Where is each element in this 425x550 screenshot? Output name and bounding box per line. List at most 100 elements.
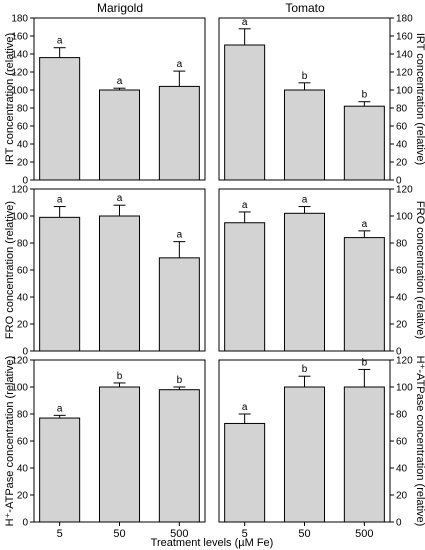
panel-6: 0 20 40 60 80 100 120 H⁺-ATPase concentration (…: [218, 356, 425, 540]
y-tick-label: 40: [396, 293, 408, 304]
y-axis-label: H⁺-ATPase concentration (relative): [4, 356, 16, 527]
y-tick-label: 20: [17, 320, 29, 331]
x-tick-label: 500: [170, 528, 188, 540]
column-title-tomato: Tomato: [285, 1, 325, 15]
bar: [343, 386, 385, 523]
y-tick-label: 80: [17, 410, 29, 421]
y-tick-label: 60: [396, 122, 408, 133]
y-tick-label: 160: [396, 32, 413, 43]
bar: [158, 257, 200, 352]
y-tick-label: 60: [17, 437, 29, 448]
y-tick-label: 60: [396, 266, 408, 277]
y-tick-label: 60: [396, 437, 408, 448]
significance-letter: a: [242, 402, 248, 413]
bar: [284, 212, 325, 352]
y-tick-label: 60: [17, 122, 29, 133]
y-axis-label: IRT concentration (relative): [414, 33, 425, 165]
y-tick-label: 120: [396, 356, 413, 367]
x-tick-label: 500: [355, 528, 373, 540]
y-tick-label: 80: [396, 410, 408, 421]
y-tick-label: 0: [22, 518, 28, 529]
bar: [99, 89, 140, 181]
y-tick-label: 40: [17, 464, 29, 475]
y-tick-label: 140: [396, 50, 413, 61]
y-tick-label: 0: [22, 347, 28, 358]
significance-letter: b: [362, 357, 368, 368]
x-tick-label: 5: [57, 528, 63, 540]
bar: [343, 105, 385, 181]
y-axis-label: H⁺-ATPase concentration (relative): [414, 356, 425, 527]
y-tick-label: 100: [396, 212, 413, 223]
bar: [99, 215, 140, 352]
y-tick-label: 20: [396, 320, 408, 331]
y-tick-label: 0: [22, 176, 28, 187]
y-tick-label: 20: [17, 158, 29, 169]
panel-1: 0 20 40 60 80 100 120 140 160 180 IRT concentratio…: [4, 14, 206, 187]
significance-letter: a: [242, 17, 248, 28]
y-tick-label: 180: [11, 14, 28, 25]
bar: [224, 44, 266, 181]
significance-letter: a: [302, 195, 308, 206]
bar: [284, 386, 325, 523]
y-tick-label: 160: [11, 32, 28, 43]
y-tick-label: 120: [11, 185, 28, 196]
y-tick-label: 60: [17, 266, 29, 277]
y-tick-label: 100: [396, 383, 413, 394]
y-tick-label: 80: [396, 104, 408, 115]
y-tick-label: 100: [396, 86, 413, 97]
significance-letter: a: [177, 59, 183, 70]
column-title-marigold: Marigold: [97, 1, 143, 15]
y-tick-label: 40: [396, 464, 408, 475]
significance-letter: a: [57, 403, 63, 414]
y-tick-label: 0: [396, 518, 402, 529]
significance-letter: a: [177, 230, 183, 241]
panel-3: 0 20 40 60 80 100 120 FRO concentration (relati…: [4, 185, 206, 358]
significance-letter: b: [302, 71, 308, 82]
bar: [343, 237, 385, 352]
significance-letter: b: [117, 371, 123, 382]
y-tick-label: 20: [396, 491, 408, 502]
y-tick-label: 140: [11, 50, 28, 61]
significance-letter: a: [362, 219, 368, 230]
y-tick-label: 40: [17, 293, 29, 304]
bar: [39, 57, 81, 181]
bar: [224, 422, 266, 523]
significance-letter: a: [242, 200, 248, 211]
y-tick-label: 100: [11, 86, 28, 97]
bar: [284, 89, 325, 181]
y-tick-label: 20: [396, 158, 408, 169]
y-tick-label: 0: [396, 347, 402, 358]
y-tick-label: 40: [396, 140, 408, 151]
bar: [99, 386, 140, 523]
bar: [39, 216, 81, 352]
y-tick-label: 180: [396, 14, 413, 25]
bar: [158, 85, 200, 181]
x-tick-label: 5: [242, 528, 248, 540]
y-tick-label: 120: [396, 185, 413, 196]
significance-letter: a: [57, 36, 63, 47]
x-tick-label: 50: [113, 528, 125, 540]
significance-letter: a: [57, 195, 63, 206]
y-tick-label: 80: [17, 104, 29, 115]
y-tick-label: 20: [17, 491, 29, 502]
y-tick-label: 80: [17, 239, 29, 250]
y-axis-label: IRT concentration (relative): [4, 33, 16, 165]
y-axis-label: FRO concentration (relative): [4, 201, 16, 339]
y-tick-label: 120: [11, 68, 28, 79]
bar: [158, 389, 200, 523]
bar: [224, 222, 266, 352]
significance-letter: b: [177, 375, 183, 386]
y-tick-label: 120: [11, 356, 28, 367]
y-tick-label: 100: [11, 212, 28, 223]
significance-letter: a: [117, 193, 123, 204]
y-tick-label: 80: [396, 239, 408, 250]
y-tick-label: 100: [11, 383, 28, 394]
x-axis-label: Treatment levels (µM Fe): [151, 537, 274, 549]
significance-letter: a: [117, 76, 123, 87]
y-tick-label: 120: [396, 68, 413, 79]
y-tick-label: 0: [396, 176, 402, 187]
y-tick-label: 40: [17, 140, 29, 151]
